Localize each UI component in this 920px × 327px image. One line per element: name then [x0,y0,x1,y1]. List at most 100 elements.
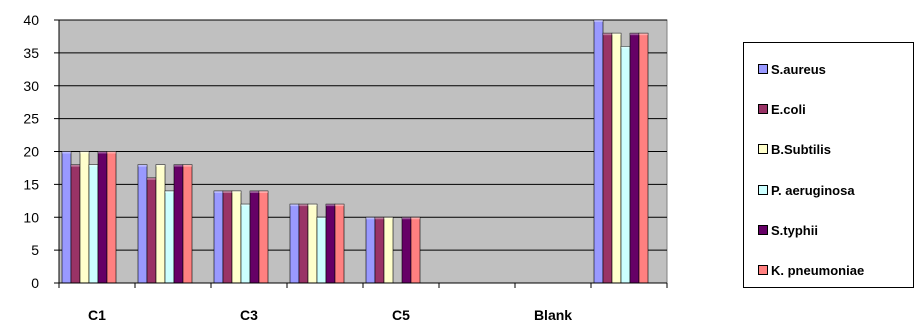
bar-s-aureus-c2 [137,164,148,284]
y-tick-labels: 0 5 10 15 20 25 30 35 40 [23,12,39,291]
legend-item-p-aeruginosa: P. aeruginosa [758,182,855,198]
bar-k-pneumoniae-c4 [334,203,345,284]
bar-highlight [107,151,116,154]
legend-swatch [758,104,768,114]
bar-e-coli-std [602,32,613,284]
y-tick-label: 35 [23,45,39,61]
bar-highlight [223,190,232,193]
bar-highlight [138,164,147,167]
bar-k-pneumoniae-c3 [258,190,269,284]
legend-swatch [758,144,768,154]
legend-label: S.typhii [771,222,818,238]
bar-highlight [630,33,639,36]
bar-s-aureus-c5 [365,216,376,284]
legend-label: E.coli [771,101,806,117]
legend-swatch [758,64,768,74]
bar-k-pneumoniae-c2 [182,164,193,284]
bar-highlight [411,217,420,220]
bar-highlight [250,190,259,193]
bar-p-aeruginosa-c2 [164,190,175,284]
bar-highlight [71,164,80,167]
bar-highlight [241,204,250,207]
bar-highlight [402,217,411,220]
bar-highlight [232,190,241,193]
legend-swatch [758,225,768,235]
bar-highlight [98,151,107,154]
bar-b-subtilis-c3 [231,190,242,284]
bar-highlight [594,20,603,22]
axes [54,19,668,288]
legend-label: S.aureus [771,61,826,77]
y-tick-label: 10 [23,209,39,225]
bar-p-aeruginosa-c3 [240,203,251,284]
bar-b-subtilis-c2 [155,164,166,284]
x-category-label: C3 [240,307,258,323]
bar-highlight [259,190,268,193]
bar-p-aeruginosa-c1 [88,164,99,284]
y-tick-label: 5 [31,242,39,258]
bar-highlight [214,190,223,193]
y-tick-label: 15 [23,176,39,192]
legend-label: K. pneumoniae [771,262,865,278]
bar-s-aureus-c3 [213,190,224,284]
bar-b-subtilis-c4 [307,203,318,284]
bar-highlight [299,204,308,207]
legend-item-e-coli: E.coli [758,101,806,117]
bar-highlight [62,151,71,154]
y-tick-label: 25 [23,111,39,127]
x-category-labels: C1 C3 C5 Blank [88,307,572,323]
y-tick-label: 0 [31,275,39,291]
bar-e-coli-c1 [70,164,81,284]
bar-s-aureus-std [593,19,604,284]
legend-swatch [758,265,768,275]
bar-chart: 0 5 10 15 20 25 30 35 40 C1 C3 C5 Blank [23,12,668,323]
legend-label: B.Subtilis [771,141,831,157]
bar-s-typhii-std [629,32,640,284]
bar-s-typhii-c1 [97,151,108,284]
bar-s-typhii-c4 [325,203,336,284]
bar-highlight [612,33,621,36]
bar-highlight [384,217,393,220]
bar-s-aureus-c4 [289,203,300,284]
bar-highlight [147,177,156,180]
x-category-label: C5 [392,307,410,323]
bar-highlight [165,190,174,193]
legend-item-b-subtilis: B.Subtilis [758,141,831,157]
bar-highlight [156,164,165,167]
legend-item-s-aureus: S.aureus [758,61,826,77]
bar-highlight [621,46,630,49]
bar-e-coli-c5 [374,216,385,284]
bar-highlight [183,164,192,167]
legend-label: P. aeruginosa [771,182,855,198]
y-tick-label: 20 [23,144,39,160]
bar-s-typhii-c5 [401,216,412,284]
bar-p-aeruginosa-c4 [316,216,327,284]
y-tick-label: 30 [23,78,39,94]
bar-e-coli-c2 [146,177,157,284]
legend: S.aureus E.coli B.Subtilis P. aeruginosa… [743,42,914,288]
bar-b-subtilis-c5 [383,216,394,284]
bar-b-subtilis-c1 [79,151,90,284]
bar-highlight [326,204,335,207]
legend-swatch [758,185,768,195]
bar-highlight [639,33,648,36]
bar-p-aeruginosa-std [620,45,631,284]
bar-highlight [174,164,183,167]
bar-s-aureus-c1 [61,151,72,284]
bar-highlight [80,151,89,154]
bar-e-coli-c4 [298,203,309,284]
bar-highlight [335,204,344,207]
bar-k-pneumoniae-c5 [410,216,421,284]
bar-k-pneumoniae-std [638,32,649,284]
bar-s-typhii-c3 [249,190,260,284]
legend-item-s-typhii: S.typhii [758,222,818,238]
bar-highlight [290,204,299,207]
x-category-label: Blank [534,307,572,323]
x-category-label: C1 [88,307,106,323]
bar-highlight [308,204,317,207]
bar-highlight [366,217,375,220]
bar-b-subtilis-std [611,32,622,284]
bar-k-pneumoniae-c1 [106,151,117,284]
bar-highlight [375,217,384,220]
bars [61,19,649,284]
